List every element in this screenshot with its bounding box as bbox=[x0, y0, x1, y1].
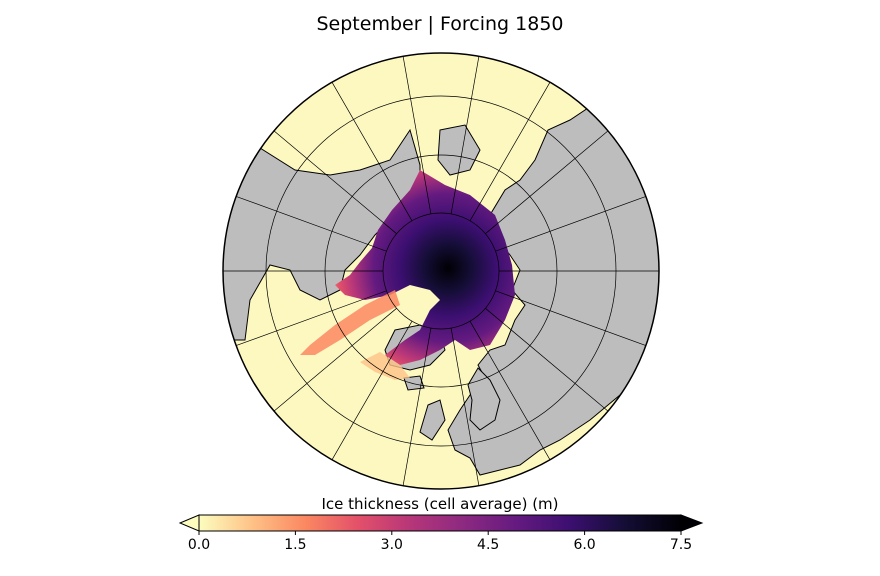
land-alaska bbox=[437, 124, 481, 176]
colorbar bbox=[178, 514, 704, 535]
sea-ice bbox=[335, 170, 515, 365]
colorbar-bar bbox=[198, 514, 682, 532]
colorbar-ticks bbox=[198, 531, 682, 535]
land-iceland bbox=[403, 375, 425, 391]
colorbar-tick-label: 7.5 bbox=[669, 537, 693, 553]
graticule bbox=[223, 56, 659, 486]
plot-title: September | Forcing 1850 bbox=[316, 13, 564, 35]
land-canada bbox=[223, 128, 421, 341]
colorbar-tick-label: 6.0 bbox=[573, 537, 596, 553]
sea-ice-tongue bbox=[300, 290, 400, 355]
land-scandinavia bbox=[467, 367, 501, 431]
colorbar-tick-label: 4.5 bbox=[477, 537, 500, 553]
globe-outline bbox=[222, 52, 660, 490]
sea-ice-fringe bbox=[360, 352, 410, 380]
colorbar-tick-label: 0.0 bbox=[187, 537, 211, 553]
land-uk bbox=[419, 399, 446, 441]
colorbar-label: Ice thickness (cell average) (m) bbox=[321, 495, 559, 513]
colorbar-extend-min bbox=[178, 514, 200, 532]
colorbar-tick-label: 1.5 bbox=[284, 537, 307, 553]
map-content bbox=[223, 53, 659, 489]
colorbar-extend-max bbox=[680, 514, 704, 532]
colorbar-tick-label: 3.0 bbox=[380, 537, 403, 553]
